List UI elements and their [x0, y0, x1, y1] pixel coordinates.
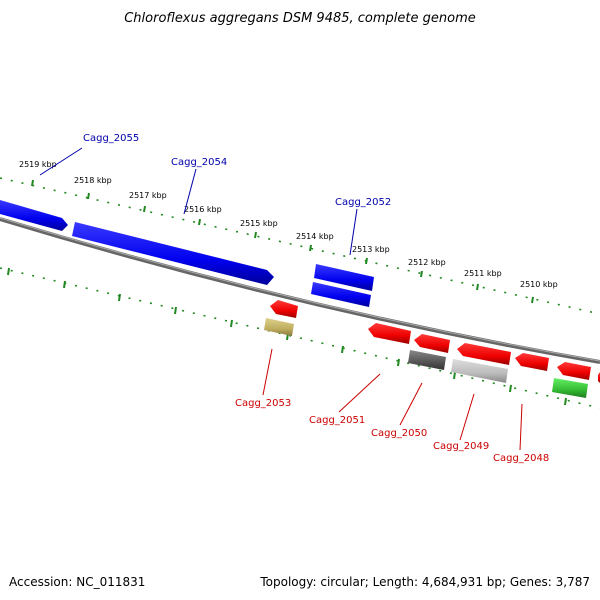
gene-arrow-cagg-2049-red[interactable] [457, 343, 511, 365]
lower-scale-ticks [0, 267, 600, 409]
forward-gene-labels: Cagg_2055 Cagg_2054 Cagg_2052 [83, 133, 391, 208]
gene-label-cagg-2049[interactable]: Cagg_2049 [433, 441, 489, 452]
gene-arrow-cagg-2052-lower[interactable] [311, 282, 371, 307]
scale-label: 2518 kbp [74, 176, 112, 185]
scale-label: 2519 kbp [19, 160, 57, 169]
gene-arrow-cagg-2052-upper[interactable] [314, 264, 374, 291]
gene-label-cagg-2052[interactable]: Cagg_2052 [335, 197, 391, 208]
scale-label: 2515 kbp [240, 219, 278, 228]
lower-scale-major-ticks [7, 267, 567, 406]
gene-arrow-cagg-2048-red-a[interactable] [515, 353, 549, 371]
gene-arrow-cagg-2053-pseudo[interactable] [264, 318, 294, 336]
gene-arrow-cagg-2048-rna[interactable] [552, 378, 588, 398]
gene-label-cagg-2051[interactable]: Cagg_2051 [309, 415, 365, 426]
scale-label: 2512 kbp [408, 258, 446, 267]
reverse-genes [264, 300, 600, 398]
gene-label-cagg-2048[interactable]: Cagg_2048 [493, 453, 549, 464]
gene-label-cagg-2050[interactable]: Cagg_2050 [371, 428, 427, 439]
forward-genes [0, 200, 374, 307]
upper-scale-major-ticks [31, 179, 534, 304]
gene-arrow-cagg-2053-red[interactable] [270, 300, 298, 318]
gene-label-cagg-2054[interactable]: Cagg_2054 [171, 157, 227, 168]
gene-label-cagg-2053[interactable]: Cagg_2053 [235, 398, 291, 409]
scale-label: 2514 kbp [296, 232, 334, 241]
genome-backbone [0, 217, 600, 364]
scale-label: 2513 kbp [352, 245, 390, 254]
genome-backbone-highlight [0, 217, 600, 362]
gene-arrow-cagg-2048-red-b[interactable] [557, 362, 591, 380]
gene-arrow-cagg-2050-gray[interactable] [408, 350, 446, 370]
gene-arrow-cagg-2050-red[interactable] [414, 334, 450, 353]
forward-leader-lines [39, 147, 358, 256]
scale-label: 2511 kbp [464, 269, 502, 278]
gene-label-cagg-2055[interactable]: Cagg_2055 [83, 133, 139, 144]
gene-arrow-cagg-2055[interactable] [0, 200, 68, 231]
genome-summary-text: Topology: circular; Length: 4,684,931 bp… [259, 575, 590, 589]
scale-labels: 2519 kbp 2518 kbp 2517 kbp 2516 kbp 2515… [19, 160, 558, 289]
scale-label: 2517 kbp [129, 191, 167, 200]
scale-label: 2516 kbp [184, 205, 222, 214]
reverse-gene-labels: Cagg_2053 Cagg_2051 Cagg_2050 Cagg_2049 … [235, 398, 549, 464]
scale-label: 2510 kbp [520, 280, 558, 289]
reverse-leader-lines [262, 348, 523, 451]
accession-text: Accession: NC_011831 [9, 575, 145, 589]
gene-arrow-cagg-2051[interactable] [368, 323, 411, 344]
gene-arrow-cagg-2054[interactable] [72, 222, 274, 285]
map-title: Chloroflexus aggregans DSM 9485, complet… [124, 11, 476, 26]
gene-arrow-cagg-2049-gray[interactable] [451, 359, 508, 383]
